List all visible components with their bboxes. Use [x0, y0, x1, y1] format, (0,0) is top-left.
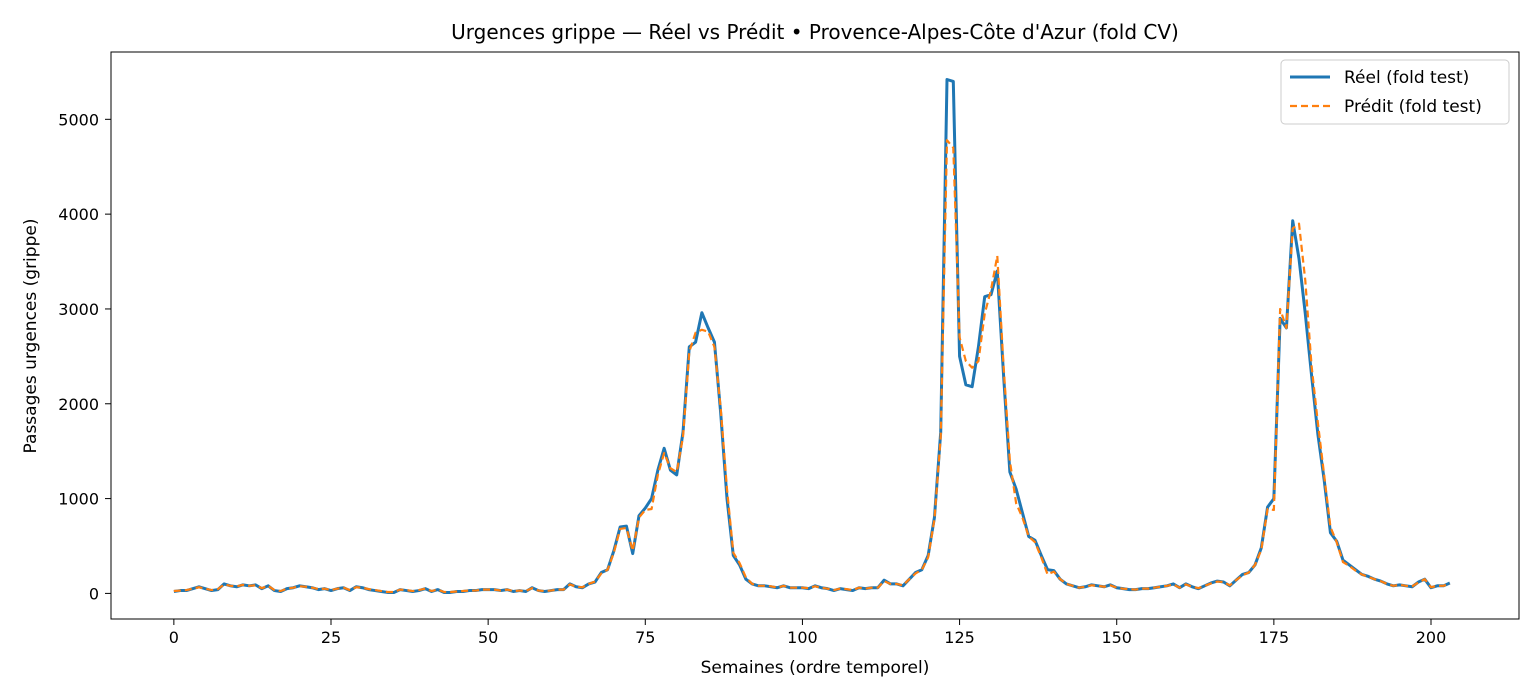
y-tick-label: 0 — [89, 584, 99, 603]
x-tick-label: 75 — [635, 628, 655, 647]
legend: Réel (fold test) Prédit (fold test) — [1281, 60, 1509, 124]
y-axis-label: Passages urgences (grippe) — [21, 219, 41, 454]
y-tick-label: 1000 — [58, 490, 99, 509]
y-tick-label: 5000 — [58, 110, 99, 129]
y-tick-label: 4000 — [58, 205, 99, 224]
legend-label-reel: Réel (fold test) — [1344, 68, 1469, 88]
x-tick-label: 125 — [944, 628, 975, 647]
legend-label-predit: Prédit (fold test) — [1344, 97, 1482, 117]
chart-title: Urgences grippe — Réel vs Prédit • Prove… — [451, 20, 1179, 44]
x-tick-label: 150 — [1101, 628, 1132, 647]
x-axis-label: Semaines (ordre temporel) — [701, 658, 930, 678]
y-tick-label: 3000 — [58, 300, 99, 319]
x-tick-label: 200 — [1416, 628, 1447, 647]
x-tick-label: 175 — [1259, 628, 1290, 647]
x-tick-label: 50 — [478, 628, 498, 647]
y-tick-label: 2000 — [58, 395, 99, 414]
x-tick-label: 100 — [787, 628, 818, 647]
x-tick-label: 25 — [321, 628, 341, 647]
x-tick-label: 0 — [169, 628, 179, 647]
